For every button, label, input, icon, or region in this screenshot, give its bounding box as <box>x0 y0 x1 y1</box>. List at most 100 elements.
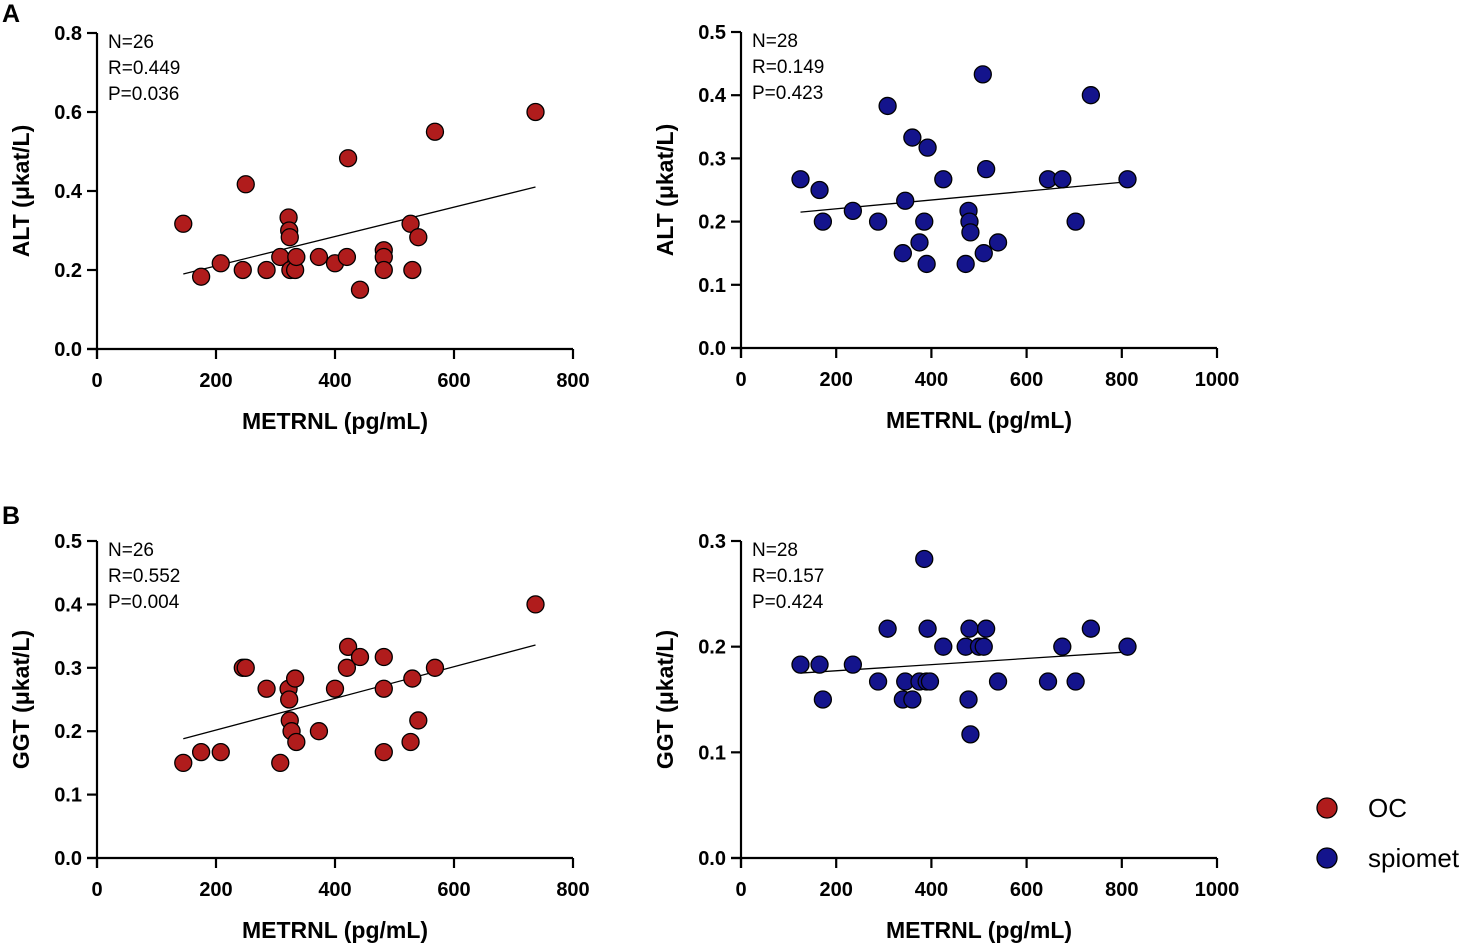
data-point-a-spiomet <box>974 244 993 263</box>
data-point-a-spiomet <box>893 244 912 263</box>
x-tick-label-b-spiomet: 800 <box>1105 879 1138 901</box>
data-point-b-spiomet <box>918 619 937 638</box>
x-tick-label-b-oc: 400 <box>318 879 351 901</box>
data-point-b-spiomet <box>868 672 888 691</box>
y-tick-label-a-spiomet: 0.2 <box>698 212 726 234</box>
data-point-b-spiomet <box>843 655 863 674</box>
chart-b-spiomet: 0 200 400 600 800 1000 0.0 0.1 0.2 0.3 METRNL (pg/… <box>652 531 1239 943</box>
x-tick-label-b-spiomet: 200 <box>820 879 853 901</box>
x-axis-title-a-oc: METRNL (pg/mL) <box>242 408 428 434</box>
data-point-a-oc <box>257 260 276 280</box>
legend-label-oc: OC <box>1368 793 1407 823</box>
y-tick-label-a-spiomet: 0.0 <box>698 338 726 360</box>
stat-line-a-oc: P=0.036 <box>108 84 179 105</box>
data-point-b-oc <box>271 753 290 773</box>
stat-line-b-oc: N=26 <box>108 540 154 561</box>
data-point-b-spiomet <box>1081 619 1101 638</box>
data-point-a-oc <box>191 267 211 286</box>
y-axis-title-b-oc: GGT (μkat/L) <box>8 630 34 769</box>
data-point-b-spiomet <box>915 549 934 569</box>
chart-a-oc: 0 200 400 600 800 0.0 0.2 0.4 0.6 0.8 METRNL (pg/m… <box>8 23 590 434</box>
y-tick-label-a-oc: 0.6 <box>54 102 82 124</box>
x-tick-label-a-spiomet: 400 <box>915 369 948 391</box>
stat-line-b-spiomet: N=28 <box>752 540 798 561</box>
y-tick-label-a-oc: 0.0 <box>54 339 82 361</box>
data-point-a-oc <box>309 247 329 267</box>
data-point-b-spiomet <box>791 655 810 674</box>
y-tick-label-a-spiomet: 0.1 <box>698 275 726 297</box>
data-point-a-oc <box>337 247 357 267</box>
data-point-b-spiomet <box>961 725 980 744</box>
data-point-b-spiomet <box>959 690 978 709</box>
stat-line-b-spiomet: R=0.157 <box>752 566 824 587</box>
data-point-b-oc <box>287 732 306 752</box>
x-tick-label-a-oc: 600 <box>437 370 470 392</box>
data-point-b-oc <box>425 658 445 677</box>
data-point-b-oc <box>309 722 329 741</box>
data-point-b-spiomet <box>813 690 833 709</box>
x-tick-label-a-oc: 400 <box>318 370 351 392</box>
x-tick-label-a-oc: 800 <box>556 370 589 392</box>
data-point-b-oc <box>285 669 305 688</box>
regression-line-a-oc <box>183 186 536 275</box>
data-point-a-oc <box>409 228 428 247</box>
data-point-b-spiomet <box>920 672 940 691</box>
data-point-a-spiomet <box>810 180 829 200</box>
data-point-a-spiomet <box>878 96 897 116</box>
data-point-a-oc <box>425 122 445 141</box>
data-point-a-spiomet <box>910 233 929 252</box>
data-point-b-spiomet <box>1038 672 1058 691</box>
data-point-b-oc <box>374 742 393 762</box>
data-point-b-spiomet <box>960 619 979 638</box>
data-point-b-oc <box>337 658 357 677</box>
stat-line-b-oc: R=0.552 <box>108 566 180 587</box>
x-axis-title-b-spiomet: METRNL (pg/mL) <box>886 917 1072 943</box>
y-axis-title-a-spiomet: ALT (μkat/L) <box>652 124 678 256</box>
data-point-a-spiomet <box>988 233 1008 252</box>
y-tick-label-b-oc: 0.0 <box>54 848 82 870</box>
x-tick-label-a-spiomet: 600 <box>1010 369 1043 391</box>
data-point-b-oc <box>526 595 545 614</box>
y-tick-label-b-oc: 0.4 <box>54 594 83 616</box>
stat-line-a-oc: N=26 <box>108 32 154 53</box>
x-tick-label-a-spiomet: 800 <box>1105 369 1138 391</box>
y-tick-label-a-oc: 0.2 <box>54 260 82 282</box>
panel-label-b: B <box>2 502 20 530</box>
data-point-a-oc <box>374 260 393 280</box>
data-point-a-spiomet <box>896 191 915 210</box>
data-point-a-spiomet <box>1066 212 1085 231</box>
data-point-a-oc <box>174 214 193 233</box>
stat-line-b-oc: P=0.004 <box>108 592 180 613</box>
charts: 0 200 400 600 800 0.0 0.2 0.4 0.6 0.8 METRNL (pg/m… <box>8 22 1239 943</box>
data-point-a-spiomet <box>956 254 975 274</box>
data-point-b-spiomet <box>878 619 897 638</box>
x-tick-label-b-spiomet: 0 <box>735 879 746 901</box>
data-point-a-spiomet <box>976 159 996 179</box>
data-point-b-oc <box>338 637 358 657</box>
y-tick-label-b-spiomet: 0.2 <box>698 637 726 659</box>
data-point-b-oc <box>409 711 428 730</box>
data-point-b-oc <box>174 753 193 773</box>
data-point-b-spiomet <box>1053 637 1072 656</box>
data-point-a-spiomet <box>973 65 992 84</box>
x-tick-label-a-oc: 0 <box>91 370 102 392</box>
y-axis-title-b-spiomet: GGT (μkat/L) <box>652 630 678 769</box>
data-point-a-spiomet <box>843 201 863 221</box>
data-point-b-oc <box>403 669 422 688</box>
y-tick-label-b-oc: 0.3 <box>54 658 82 680</box>
data-point-a-spiomet <box>918 138 937 157</box>
x-axis-title-b-oc: METRNL (pg/mL) <box>242 917 428 943</box>
y-tick-label-a-spiomet: 0.5 <box>698 22 726 44</box>
data-point-b-oc <box>257 679 276 698</box>
data-point-b-oc <box>350 647 370 667</box>
y-tick-label-b-spiomet: 0.0 <box>698 848 726 870</box>
stat-line-b-spiomet: P=0.424 <box>752 592 824 613</box>
data-point-b-oc <box>325 679 345 698</box>
x-tick-label-b-oc: 200 <box>199 879 232 901</box>
y-tick-label-a-spiomet: 0.4 <box>698 85 727 107</box>
x-tick-label-a-spiomet: 0 <box>735 369 746 391</box>
data-point-a-spiomet <box>915 212 934 231</box>
x-tick-label-b-spiomet: 600 <box>1010 879 1043 901</box>
data-point-a-oc <box>280 228 299 247</box>
